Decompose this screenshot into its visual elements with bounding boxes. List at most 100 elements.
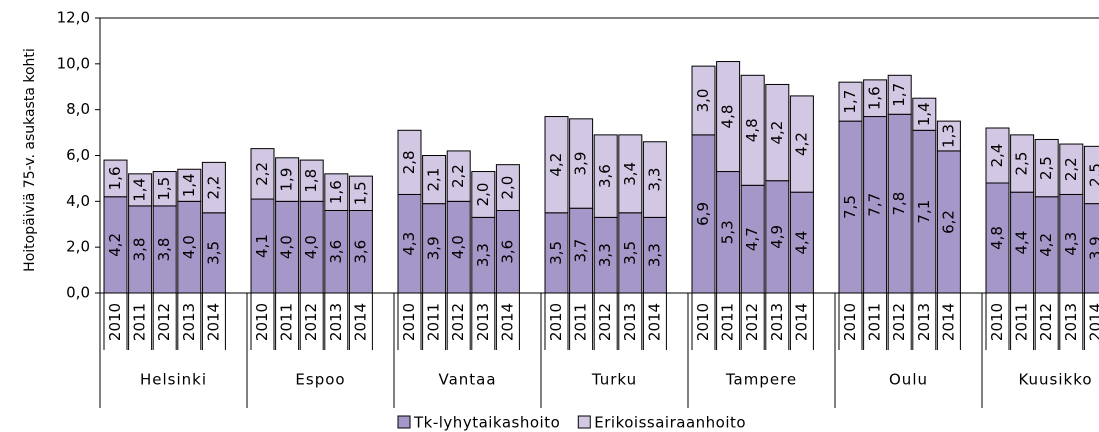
- data-label: 4,8: [988, 226, 1006, 250]
- x-tick-label: 2013: [1062, 303, 1080, 341]
- group-label: Tampere: [725, 371, 797, 389]
- x-tick-label: 2012: [890, 303, 908, 341]
- group-label: Oulu: [889, 371, 928, 389]
- data-label: 3,3: [596, 243, 614, 267]
- group-label: Helsinki: [140, 371, 207, 389]
- data-label: 7,8: [890, 192, 908, 216]
- data-label: 4,7: [743, 227, 761, 251]
- y-tick-label: 6,0: [66, 146, 90, 164]
- x-tick-label: 2010: [547, 303, 565, 341]
- bar-segment: [471, 171, 496, 218]
- data-label: 7,7: [866, 193, 884, 217]
- x-tick-label: 2012: [1037, 303, 1055, 341]
- bar-segment: [789, 95, 814, 193]
- data-label: 4,1: [253, 234, 271, 258]
- bar-segment: [422, 155, 447, 205]
- data-label: 1,5: [155, 177, 173, 201]
- bar-segment: [912, 97, 937, 131]
- data-label: 3,5: [547, 241, 565, 265]
- x-tick-label: 2014: [939, 303, 957, 341]
- data-label: 4,4: [1013, 231, 1031, 255]
- data-label: 4,8: [743, 118, 761, 142]
- bar-segment: [201, 161, 226, 214]
- x-tick-label: 2011: [866, 303, 884, 341]
- data-label: 3,6: [596, 164, 614, 188]
- group-label: Kuusikko: [1018, 371, 1092, 389]
- x-tick-label: 2010: [106, 303, 124, 341]
- data-label: 1,4: [131, 178, 149, 202]
- data-label: 3,8: [131, 238, 149, 262]
- bar-segment: [765, 83, 790, 182]
- x-tick-label: 2014: [204, 303, 222, 341]
- y-tick-label: 12,0: [57, 9, 90, 27]
- data-label: 3,8: [155, 238, 173, 262]
- data-label: 5,3: [719, 220, 737, 244]
- x-tick-label: 2010: [841, 303, 859, 341]
- data-label: 3,9: [572, 152, 590, 176]
- data-label: 4,2: [106, 233, 124, 257]
- data-label: 4,2: [547, 153, 565, 177]
- bar-segment: [593, 134, 618, 218]
- data-label: 1,5: [351, 181, 369, 205]
- x-tick-label: 2011: [1013, 303, 1031, 341]
- bar-segment: [177, 168, 202, 202]
- x-tick-label: 2011: [425, 303, 443, 341]
- data-label: 4,2: [792, 132, 810, 156]
- data-label: 2,5: [1037, 156, 1055, 180]
- bar-segment: [397, 129, 422, 195]
- bar-segment: [103, 159, 128, 198]
- data-label: 2,2: [449, 164, 467, 188]
- bar-segment: [618, 134, 643, 214]
- bar-segment: [838, 81, 863, 122]
- y-tick-label: 0,0: [66, 284, 90, 302]
- data-label: 4,3: [400, 232, 418, 256]
- x-tick-label: 2012: [596, 303, 614, 341]
- group-label: Espoo: [295, 371, 345, 389]
- y-tick-label: 2,0: [66, 238, 90, 256]
- data-label: 3,4: [621, 162, 639, 186]
- bar-segment: [716, 61, 741, 173]
- data-label: 1,7: [841, 90, 859, 114]
- legend-swatch: [397, 415, 411, 429]
- x-tick-label: 2012: [449, 303, 467, 341]
- x-tick-label: 2014: [1086, 303, 1099, 341]
- data-label: 1,4: [915, 102, 933, 126]
- bar-segment: [985, 127, 1010, 184]
- data-label: 4,4: [792, 231, 810, 255]
- data-label: 3,5: [204, 241, 222, 265]
- group-label: Vantaa: [438, 371, 496, 389]
- x-tick-label: 2013: [915, 303, 933, 341]
- data-label: 3,6: [351, 240, 369, 264]
- data-label: 2,5: [1013, 152, 1031, 176]
- data-label: 4,0: [449, 235, 467, 259]
- bar-segment: [348, 175, 373, 211]
- bar-segment: [691, 65, 716, 136]
- x-tick-label: 2012: [302, 303, 320, 341]
- data-label: 4,9: [768, 225, 786, 249]
- x-tick-label: 2010: [988, 303, 1006, 341]
- legend-swatch: [577, 415, 591, 429]
- data-label: 3,7: [572, 239, 590, 263]
- data-label: 4,8: [719, 105, 737, 129]
- x-tick-label: 2011: [572, 303, 590, 341]
- data-label: 4,0: [180, 235, 198, 259]
- data-label: 4,0: [278, 235, 296, 259]
- data-label: 4,2: [1037, 233, 1055, 257]
- data-label: 3,6: [327, 240, 345, 264]
- bar-segment: [299, 159, 324, 202]
- data-label: 6,9: [694, 202, 712, 226]
- data-label: 2,2: [204, 176, 222, 200]
- bar-segment: [250, 148, 275, 200]
- data-label: 7,1: [915, 200, 933, 224]
- x-tick-label: 2014: [351, 303, 369, 341]
- x-tick-label: 2013: [768, 303, 786, 341]
- x-tick-label: 2011: [131, 303, 149, 341]
- bar-segment: [152, 171, 177, 207]
- data-label: 1,6: [327, 180, 345, 204]
- x-tick-label: 2013: [621, 303, 639, 341]
- group-label: Turku: [591, 371, 637, 389]
- data-label: 1,9: [278, 168, 296, 192]
- data-label: 7,5: [841, 195, 859, 219]
- data-label: 4,0: [302, 235, 320, 259]
- x-tick-label: 2012: [743, 303, 761, 341]
